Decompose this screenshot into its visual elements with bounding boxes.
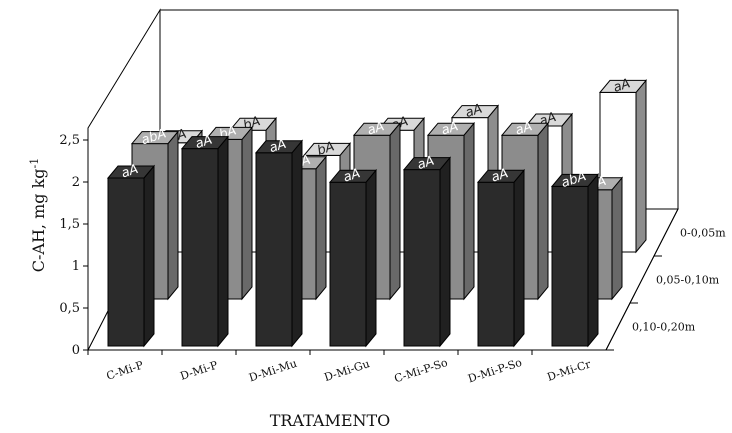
bars: bAbAbAaAaAaAaAabAbAbAaAaAaAaAaAaAaAaAaAa…	[106, 76, 648, 348]
y-tick-label: 1,5	[59, 217, 80, 232]
bar-side	[389, 121, 401, 301]
bar-side	[315, 155, 327, 301]
depth-axis: 0-0,05m 0,05-0,10m 0,10-0,20m	[605, 208, 726, 351]
bar-side	[587, 173, 599, 348]
y-axis-title-main: C-AH, mg kg	[29, 168, 48, 272]
bar-data-label: aA	[612, 76, 633, 95]
y-tick-label: 1	[72, 259, 80, 274]
bar-side	[635, 79, 647, 254]
bar-data-label: aA	[366, 119, 387, 138]
bar-top	[550, 173, 600, 187]
bar: aA	[476, 166, 526, 348]
x-tick-label: D-Mi-P	[179, 358, 220, 382]
depth-axis-line	[605, 208, 679, 351]
bar-top	[328, 169, 378, 183]
bar-data-label: aA	[268, 137, 289, 156]
y-tick-label: 0	[72, 343, 80, 358]
bar-front	[107, 177, 145, 347]
bar-side	[291, 139, 303, 348]
bar-top	[500, 122, 550, 136]
bar-side	[537, 121, 549, 301]
bar-data-label: aA	[342, 166, 363, 185]
x-axis: C-Mi-P D-Mi-P D-Mi-Mu D-Mi-Gu C-Mi-P-So D-Mi-…	[87, 349, 606, 386]
bar-data-label: aA	[416, 154, 437, 173]
x-tick-label: D-Mi-Mu	[247, 357, 298, 385]
x-tick-label: C-Mi-P-So	[393, 356, 450, 386]
bar-side	[463, 121, 475, 301]
bar-data-label: aA	[440, 119, 461, 138]
bar-top	[352, 122, 402, 136]
bar: aA	[180, 133, 230, 348]
y-axis-title: C-AH, mg kg-1	[28, 158, 48, 272]
bar-side	[143, 164, 155, 348]
bar-side	[217, 135, 229, 348]
x-tick-label: D-Mi-Gu	[323, 357, 372, 384]
bar-front	[329, 181, 367, 347]
bar-data-label: aA	[514, 119, 535, 138]
bar-side	[611, 176, 623, 301]
depth-tick-label: 0,10-0,20m	[632, 321, 696, 334]
bar-front	[403, 169, 441, 347]
bar-top	[180, 136, 230, 150]
y-tick-label: 2	[72, 175, 80, 190]
bar-data-label: abA	[140, 126, 169, 148]
y-axis: 0 0,5 1 1,5 2 2,5	[59, 133, 88, 358]
bar: aA	[254, 137, 304, 348]
bar-side	[241, 126, 253, 301]
bar-top	[476, 169, 526, 183]
bar-top	[450, 105, 500, 119]
y-tick-label: 2,5	[59, 133, 80, 148]
bar-data-label: aA	[194, 133, 215, 152]
bar-top	[598, 79, 648, 93]
y-tick-label: 0,5	[59, 301, 80, 316]
bar-side	[513, 168, 525, 348]
bar-top	[402, 157, 452, 171]
x-tick-label: C-Mi-P	[105, 358, 146, 382]
bar-front	[551, 185, 589, 347]
bar-front	[255, 152, 293, 347]
bar: aA	[402, 154, 452, 348]
bar-front	[181, 148, 219, 347]
bar-front	[477, 181, 515, 347]
bar-top	[426, 122, 476, 136]
bar-side	[365, 168, 377, 348]
bar-data-label: bA	[315, 139, 336, 159]
bar: aA	[328, 166, 378, 348]
bar-side	[439, 156, 451, 348]
bar-top	[130, 131, 180, 145]
bar-top	[106, 165, 156, 179]
bar-data-label: abA	[560, 169, 589, 191]
bar-side	[167, 130, 179, 301]
x-tick-label: D-Mi-P-So	[466, 356, 524, 386]
bar-data-label: aA	[464, 102, 485, 121]
bar-top	[254, 140, 304, 154]
bar: abA	[550, 169, 600, 348]
bar: aA	[106, 162, 156, 348]
depth-tick-label: 0-0,05m	[680, 227, 726, 240]
bar-data-label: aA	[120, 162, 141, 181]
x-axis-title: TRATAMENTO	[270, 411, 391, 430]
bar-top	[302, 142, 352, 156]
depth-tick-label: 0,05-0,10m	[656, 274, 720, 287]
x-tick-label: D-Mi-Cr	[546, 357, 593, 383]
bar-data-label: aA	[490, 166, 511, 185]
y-axis-title-superscript: -1	[28, 158, 41, 169]
